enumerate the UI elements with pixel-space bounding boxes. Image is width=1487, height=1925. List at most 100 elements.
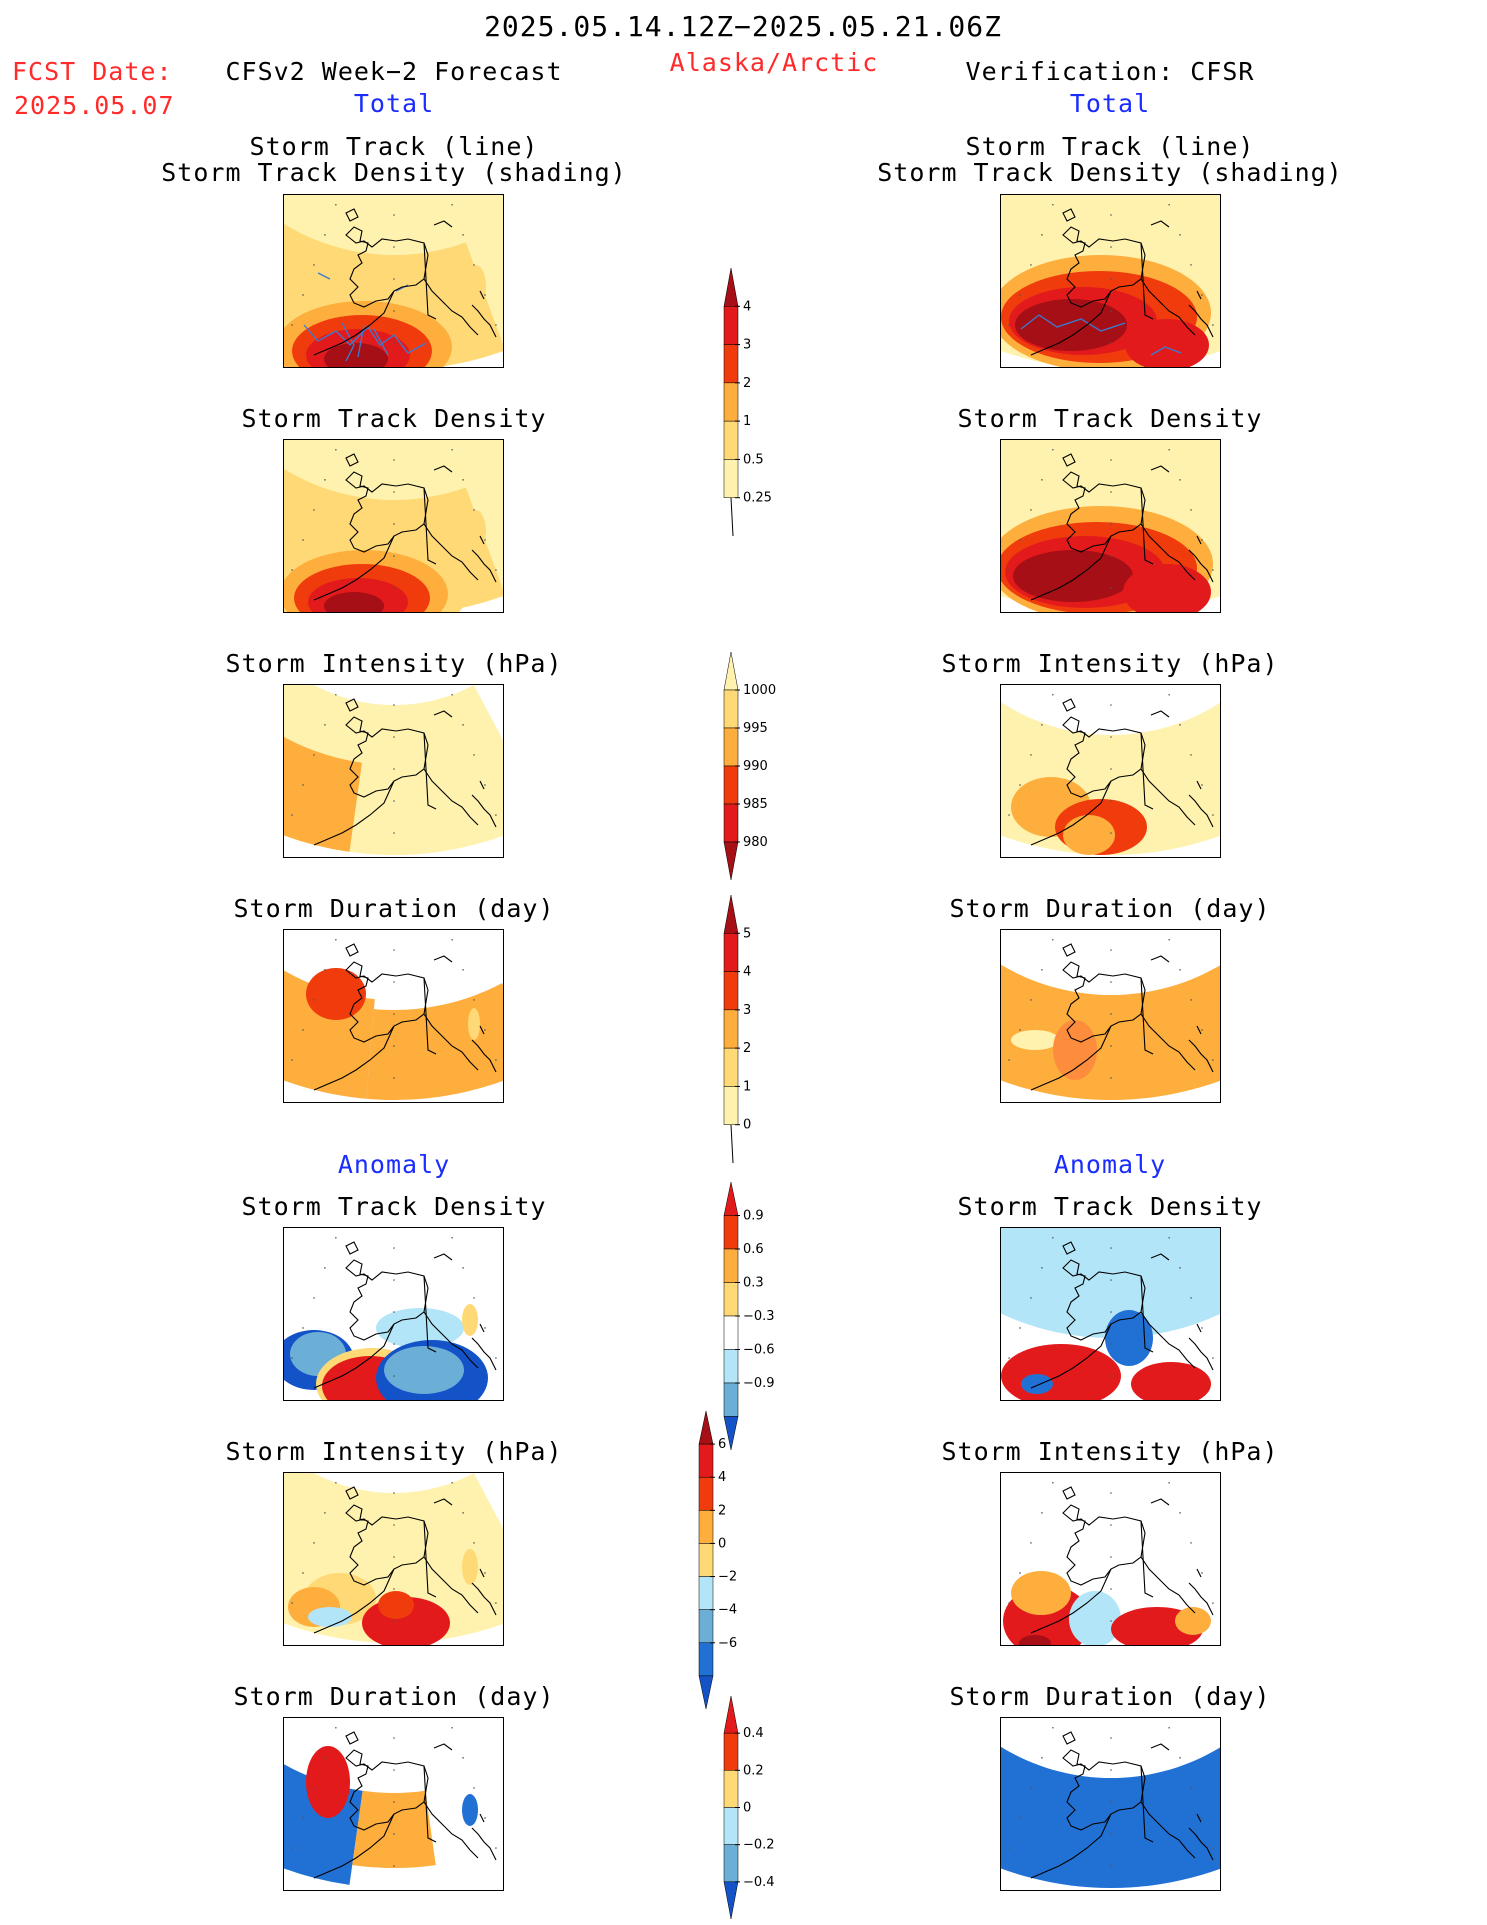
- colorbar-segment: [723, 344, 739, 384]
- alaska-coastline: [313, 698, 497, 846]
- colorbar-segment: [723, 1416, 739, 1451]
- colorbar-segment: [698, 1510, 714, 1544]
- shading-region: [1063, 815, 1115, 855]
- colorbar-segment: [698, 1543, 714, 1577]
- right-track-line-title: Storm Track (line): [965, 132, 1255, 161]
- right-track-shading-title: Storm Track Density (shading): [877, 158, 1343, 187]
- map-ver-anom-duration: [1000, 1717, 1221, 1891]
- shading-region: [1011, 1571, 1071, 1615]
- graticule-dots: [291, 1726, 497, 1867]
- alaska-coastline: [1030, 1241, 1214, 1389]
- alaska-coastline: [313, 1731, 497, 1879]
- shading-region: [1015, 299, 1127, 351]
- alaska-coastline: [1030, 698, 1214, 846]
- colorbar-segment: [723, 1732, 739, 1771]
- colorbar-tick-label: 3: [743, 338, 751, 353]
- graticule-dots: [291, 1236, 497, 1377]
- graticule-dots: [291, 938, 497, 1079]
- map-fcst-anom-density: [283, 1227, 504, 1401]
- shading-region: [1105, 1310, 1153, 1366]
- shading-region: [1067, 1818, 1083, 1834]
- graticule-dots: [291, 448, 497, 589]
- shading-region: [464, 763, 480, 799]
- left-duration-title: Storm Duration (day): [233, 894, 555, 923]
- colorbar-segment: [723, 1282, 739, 1317]
- map-ver-intensity: [1000, 684, 1221, 858]
- left-track-line-title: Storm Track (line): [249, 132, 539, 161]
- left-total-label: Total: [353, 89, 435, 118]
- colorbar-duration-anomaly: 0.4 0.2 0 −0.2 −0.4: [723, 1695, 775, 1920]
- colorbar-tick-label: 0.3: [743, 1276, 764, 1291]
- shading-region: [468, 1008, 480, 1040]
- map-ver-anom-density: [1000, 1227, 1221, 1401]
- map-fcst-duration: [283, 929, 504, 1103]
- shading-region: [462, 1304, 478, 1336]
- colorbar-tick-label: 1: [743, 414, 751, 429]
- colorbar-segment: [698, 1576, 714, 1610]
- colorbar-segment: [723, 689, 739, 729]
- colorbar-tick-label: −0.2: [743, 1838, 775, 1853]
- shading-region: [306, 968, 366, 1020]
- graticule-dots: [1008, 203, 1214, 344]
- colorbar-segment: [698, 1642, 714, 1677]
- colorbar-segment: [698, 1609, 714, 1644]
- colorbar-tick-label: 6: [718, 1437, 726, 1452]
- colorbar-tick-label: −0.3: [743, 1309, 775, 1324]
- graticule-dots: [291, 203, 497, 344]
- colorbar-tick-label: 0.5: [743, 452, 764, 467]
- left-anom-density-title: Storm Track Density: [241, 1192, 547, 1221]
- colorbar-segment: [698, 1476, 714, 1511]
- shading-region: [308, 1607, 352, 1627]
- region-label: Alaska/Arctic: [669, 48, 879, 77]
- shading-region: [1013, 550, 1133, 602]
- graticule-dots: [291, 1481, 497, 1622]
- colorbar-segment: [698, 1410, 714, 1445]
- colorbar-tick-label: 4: [743, 299, 751, 314]
- graticule-dots: [1008, 1236, 1214, 1377]
- right-anomaly-label: Anomaly: [1053, 1150, 1167, 1179]
- shading-region: [1001, 964, 1220, 1100]
- storm-tracks: [1020, 314, 1182, 356]
- colorbar-tick-label: 995: [743, 721, 768, 736]
- shading-region: [1001, 1228, 1220, 1339]
- colorbar-segment: [723, 765, 739, 805]
- right-intensity-title: Storm Intensity (hPa): [941, 649, 1279, 678]
- shading-region: [1019, 1635, 1051, 1645]
- date-range: 2025.05.14.12Z−2025.05.21.06Z: [484, 10, 1002, 43]
- colorbar-tick-label: 0: [743, 1801, 751, 1816]
- map-ver-track: [1000, 194, 1221, 368]
- colorbar-tick-label: 0.2: [743, 1763, 764, 1778]
- colorbar-segment: [723, 1807, 739, 1845]
- left-column-title: CFSv2 Week−2 Forecast: [225, 57, 563, 86]
- shading-region: [1069, 1591, 1121, 1645]
- colorbar-segment: [723, 841, 739, 881]
- shading-region: [1021, 1374, 1053, 1394]
- colorbar-intensity: 1000 995 990 985 980: [723, 651, 776, 881]
- colorbar-segment: [723, 1695, 739, 1734]
- colorbar-tick-label: 1: [743, 1079, 751, 1094]
- map-fcst-intensity: [283, 684, 504, 858]
- alaska-coastline: [313, 208, 497, 356]
- alaska-coastline: [1030, 453, 1214, 601]
- colorbar-tick-label: 990: [743, 759, 768, 774]
- colorbar-tick-label: 5: [743, 926, 751, 941]
- colorbar-segment: [723, 933, 739, 972]
- colorbar-segment: [698, 1443, 714, 1478]
- left-density-title: Storm Track Density: [241, 404, 547, 433]
- colorbar-segment: [723, 1844, 739, 1883]
- colorbar-tick-label: 0.4: [743, 1726, 764, 1741]
- colorbar-intensity-anomaly: 6 4 2 0 −2 −4 −6: [698, 1410, 737, 1710]
- shading-region: [352, 1790, 436, 1868]
- map-fcst-anom-intensity: [283, 1472, 504, 1646]
- colorbar-duration: 5 4 3 2 1 0: [723, 894, 751, 1164]
- graticule-dots: [1008, 448, 1214, 589]
- shading-region: [284, 736, 362, 852]
- graticule-dots: [1008, 693, 1214, 834]
- colorbar-segment: [723, 459, 739, 498]
- right-anom-density-title: Storm Track Density: [957, 1192, 1263, 1221]
- colorbar-tick-label: −0.4: [743, 1875, 775, 1890]
- colorbar-tick-label: 0: [718, 1536, 726, 1551]
- colorbar-segment: [723, 1349, 739, 1384]
- shading-region: [384, 1346, 464, 1394]
- left-intensity-title: Storm Intensity (hPa): [225, 649, 563, 678]
